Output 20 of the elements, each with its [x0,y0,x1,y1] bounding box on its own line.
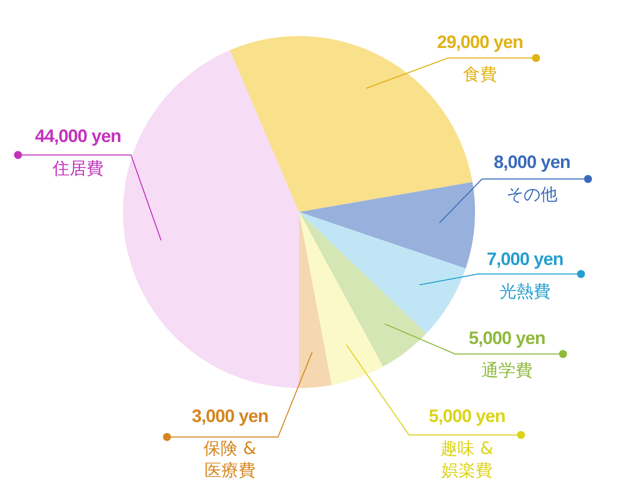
data-label: 44,000 yen [34,126,122,146]
data-label: 3,000 yen [192,406,268,426]
pie-slice [299,212,466,334]
pie-slice [299,212,332,388]
data-label: 5,000 yen [468,328,546,348]
pie-slice [299,212,426,367]
slice-label: 通学費 [482,361,532,381]
data-label: 5,000 yen [428,406,506,426]
slice-label: 光熱費 [500,282,550,302]
pie-slice [123,50,299,388]
slice-label: 食費 [463,65,497,85]
slice-label: 趣味 & 娯楽費 [440,439,494,481]
slice-label: 住居費 [52,159,104,179]
slice-label: その他 [506,185,558,205]
slice-label: 保険 & 医療費 [204,439,256,481]
pie-slice [299,212,384,385]
data-label: 29,000 yen [436,32,524,52]
data-label: 7,000 yen [486,249,564,269]
pie-slice [299,182,475,268]
data-label: 8,000 yen [494,152,570,172]
